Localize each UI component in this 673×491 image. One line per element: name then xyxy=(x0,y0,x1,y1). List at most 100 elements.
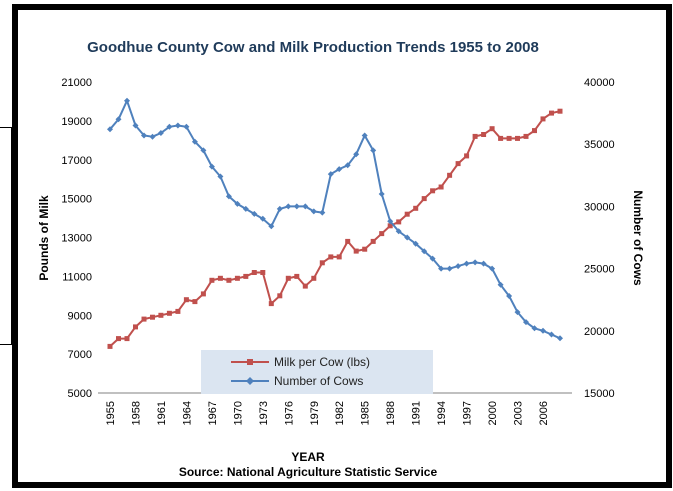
data-point-cows xyxy=(463,260,470,267)
data-point-milk xyxy=(158,312,164,318)
data-point-cows xyxy=(344,162,351,169)
data-point-cows xyxy=(259,215,266,222)
data-point-milk xyxy=(362,246,368,252)
x-tick-label: 1982 xyxy=(334,401,346,425)
left-y-tick-label: 7000 xyxy=(68,349,92,361)
data-point-milk xyxy=(489,126,495,132)
data-point-cows xyxy=(200,147,207,154)
data-point-milk xyxy=(141,316,147,322)
data-point-milk xyxy=(421,196,427,202)
data-point-milk xyxy=(515,135,520,141)
data-point-milk xyxy=(116,336,121,342)
data-point-milk xyxy=(243,273,249,279)
legend-milk-label: Milk per Cow (lbs) xyxy=(274,355,370,369)
x-tick-label: 1967 xyxy=(207,401,219,425)
data-point-milk xyxy=(404,211,410,217)
data-point-milk xyxy=(430,188,436,194)
data-point-cows xyxy=(497,281,504,288)
data-point-cows xyxy=(387,218,394,225)
data-point-cows xyxy=(548,331,555,338)
data-point-milk xyxy=(166,310,172,316)
data-point-cows xyxy=(234,200,241,207)
legend-milk-marker xyxy=(247,359,253,365)
series-layer xyxy=(107,97,563,349)
data-point-milk xyxy=(336,254,342,260)
data-point-cows xyxy=(191,138,198,145)
data-point-cows xyxy=(276,205,283,212)
data-point-cows xyxy=(523,319,529,326)
data-point-cows xyxy=(242,205,249,212)
data-point-milk xyxy=(472,133,478,139)
data-point-cows xyxy=(412,240,419,247)
legend: Milk per Cow (lbs) Number of Cows xyxy=(201,350,433,394)
x-tick-label: 1979 xyxy=(309,401,321,425)
x-tick-label: 2000 xyxy=(487,401,499,425)
data-point-milk xyxy=(107,343,113,349)
data-point-cows xyxy=(557,335,563,342)
data-point-cows xyxy=(361,132,368,139)
right-y-tick-label: 25000 xyxy=(584,264,615,276)
data-point-milk xyxy=(260,270,266,275)
left-y-tick-label: 21000 xyxy=(61,77,92,89)
data-point-milk xyxy=(370,238,376,244)
data-point-cows xyxy=(183,123,190,130)
left-y-tick-label: 11000 xyxy=(62,271,92,283)
right-y-tick-label: 40000 xyxy=(584,77,615,89)
data-point-cows xyxy=(251,210,258,217)
data-point-milk xyxy=(311,275,317,281)
data-point-cows xyxy=(174,122,181,129)
right-y-tick-label: 35000 xyxy=(584,139,615,151)
data-point-milk xyxy=(294,273,300,279)
left-y-tick-labels: 5000 7000 9000 11000 13000 15000 17000 19000 210… xyxy=(61,77,92,400)
data-point-cows xyxy=(514,309,521,316)
right-y-axis-title: Number of Cows xyxy=(631,190,645,286)
x-tick-label: 1994 xyxy=(436,401,448,425)
data-point-milk xyxy=(396,219,402,225)
data-point-cows xyxy=(141,132,147,139)
data-point-cows xyxy=(404,234,411,241)
x-tick-label: 1997 xyxy=(462,401,474,425)
data-point-milk xyxy=(413,205,419,211)
data-point-cows xyxy=(506,293,513,299)
data-point-cows xyxy=(472,259,479,266)
data-point-milk xyxy=(302,283,308,289)
data-point-cows xyxy=(285,203,292,210)
x-tick-label: 1955 xyxy=(105,401,117,425)
data-point-milk xyxy=(234,275,240,281)
x-axis-title: YEAR xyxy=(291,450,325,464)
data-point-milk xyxy=(447,172,453,178)
data-point-milk xyxy=(481,132,487,137)
right-y-tick-labels: 15000 20000 25000 30000 35000 40000 xyxy=(584,77,615,400)
x-tick-label: 2006 xyxy=(538,401,550,425)
data-point-cows xyxy=(540,327,546,334)
x-tick-label: 1973 xyxy=(258,401,270,425)
data-point-cows xyxy=(455,263,462,270)
data-point-milk xyxy=(133,324,138,330)
legend-cows-label: Number of Cows xyxy=(274,374,363,388)
data-point-cows xyxy=(115,116,122,123)
left-y-tick-label: 19000 xyxy=(61,116,92,128)
data-point-milk xyxy=(175,308,181,314)
data-point-cows xyxy=(225,193,232,200)
data-point-cows xyxy=(429,255,436,262)
data-point-cows xyxy=(489,265,496,272)
data-point-milk xyxy=(438,184,444,190)
legend-cows-marker xyxy=(246,377,254,385)
chart-frame: Goodhue County Cow and Milk Production T… xyxy=(12,4,672,488)
x-tick-label: 1961 xyxy=(156,401,168,425)
left-y-axis-title: Pounds of Milk xyxy=(37,195,51,281)
data-point-milk xyxy=(379,231,385,237)
plot-area xyxy=(98,82,572,393)
x-tick-label: 2003 xyxy=(513,401,525,425)
data-point-milk xyxy=(328,254,334,260)
right-y-tick-label: 30000 xyxy=(584,201,615,213)
x-tick-label: 1964 xyxy=(181,401,193,425)
data-point-milk xyxy=(387,223,393,229)
data-point-milk xyxy=(506,135,512,141)
left-y-tick-label: 15000 xyxy=(61,194,92,206)
x-tick-label: 1958 xyxy=(130,401,142,425)
data-point-cows xyxy=(124,97,130,104)
data-point-milk xyxy=(124,336,130,342)
data-point-milk xyxy=(268,301,274,307)
x-tick-label: 1970 xyxy=(232,401,244,425)
